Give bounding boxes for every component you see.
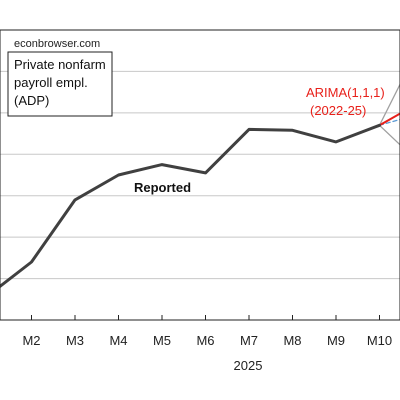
series-lower-band: [378, 124, 400, 146]
legend-line-1: Private nonfarm: [14, 57, 106, 72]
x-axis-year-label: 2025: [234, 358, 263, 373]
x-ticks: [31, 315, 380, 320]
arima-label-line-2: (2022-25): [310, 103, 366, 118]
x-tick-label-m6: M6: [196, 333, 214, 348]
x-tick-labels: M2 M3 M4 M5 M6 M7 M8 M9 M10: [22, 333, 392, 348]
x-tick-label-m10: M10: [367, 333, 392, 348]
series-reported: [0, 123, 381, 289]
plot-frame: [0, 29, 400, 321]
x-tick-label-m9: M9: [327, 333, 345, 348]
source-note: econbrowser.com: [14, 38, 100, 50]
x-tick-label-m8: M8: [283, 333, 301, 348]
series-arima-1-1-1-2022-25: [378, 112, 400, 127]
series-layer: [0, 82, 400, 289]
series-upper-band: [378, 82, 400, 126]
x-tick-label-m4: M4: [109, 333, 127, 348]
legend-box: [7, 51, 113, 117]
x-tick-label-m3: M3: [66, 333, 84, 348]
legend-line-2: payroll empl.: [14, 75, 88, 90]
x-tick-label-m2: M2: [22, 333, 40, 348]
x-tick-label-m7: M7: [240, 333, 258, 348]
arima-label-line-1: ARIMA(1,1,1): [306, 85, 385, 100]
reported-label: Reported: [134, 180, 191, 195]
legend-line-3: (ADP): [14, 93, 49, 108]
x-tick-label-m5: M5: [153, 333, 171, 348]
